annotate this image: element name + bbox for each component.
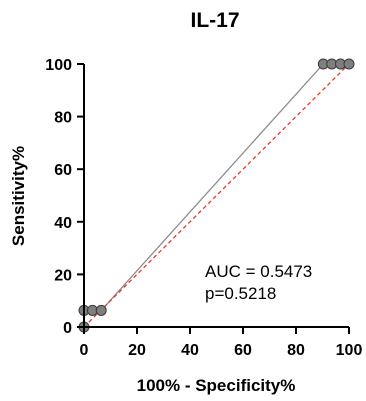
roc-point (95, 304, 107, 316)
y-tick-label: 80 (54, 110, 72, 127)
y-tick-label: 0 (63, 320, 72, 337)
x-tick-label: 100 (336, 342, 363, 359)
chart-title: IL-17 (190, 9, 239, 32)
y-ticks: 0 20 40 60 80 100 (45, 57, 84, 337)
x-tick-label: 20 (128, 342, 146, 359)
y-axis-label: Sensitivity% (9, 146, 28, 246)
x-ticks: 0 20 40 60 80 100 (80, 327, 363, 359)
p-value-annotation: p=0.5218 (205, 284, 276, 303)
roc-point (343, 58, 355, 70)
auc-annotation: AUC = 0.5473 (205, 262, 312, 281)
x-tick-label: 60 (234, 342, 252, 359)
x-axis-label: 100% - Specificity% (137, 376, 296, 395)
x-tick-label: 80 (287, 342, 305, 359)
y-tick-label: 40 (54, 215, 72, 232)
y-tick-label: 100 (45, 57, 72, 74)
y-tick-label: 20 (54, 267, 72, 284)
reference-diagonal-line (83, 63, 350, 328)
y-tick-label: 60 (54, 162, 72, 179)
plot-area (78, 58, 355, 333)
x-tick-label: 0 (80, 342, 89, 359)
x-tick-label: 40 (181, 342, 199, 359)
